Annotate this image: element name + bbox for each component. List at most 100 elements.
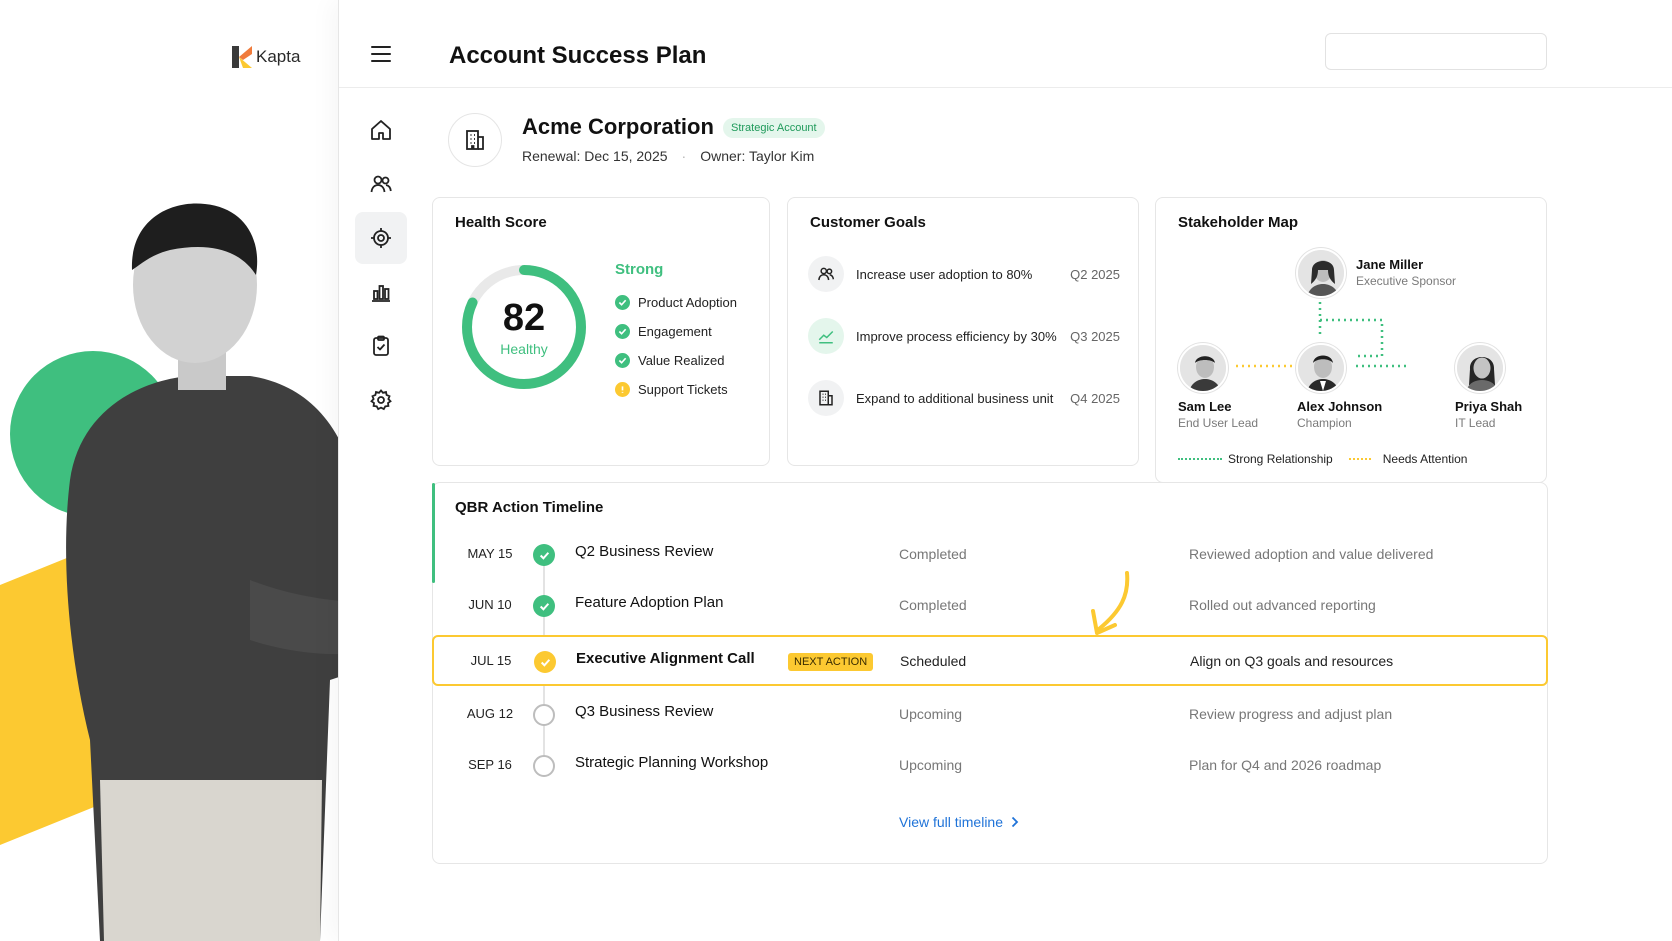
avatar[interactable] <box>1455 343 1505 393</box>
renewal-date: Renewal: Dec 15, 2025 <box>522 148 668 164</box>
timeline-row[interactable]: JUN 10 Feature Adoption Plan Completed R… <box>433 581 1547 632</box>
timeline-title: Feature Adoption Plan <box>575 594 724 611</box>
legend-strong-label: Strong Relationship <box>1228 452 1333 466</box>
stakeholder-name: Priya Shah <box>1455 399 1523 414</box>
timeline-note: Rolled out advanced reporting <box>1189 597 1376 613</box>
health-factors: Product Adoption Engagement Value Realiz… <box>615 288 737 404</box>
timeline-date: SEP 16 <box>468 757 512 772</box>
timeline-status: Scheduled <box>900 653 967 669</box>
page-title: Account Success Plan <box>449 42 707 69</box>
empty-circle-icon <box>533 755 555 777</box>
timeline-row[interactable]: MAY 15 Q2 Business Review Completed Revi… <box>433 530 1547 581</box>
goal-quarter: Q4 2025 <box>1070 390 1120 406</box>
goal-item[interactable]: Expand to additional business unit Q4 20… <box>808 378 1120 418</box>
check-circle-icon <box>615 295 630 310</box>
account-name: Acme Corporation <box>522 114 714 139</box>
goal-item[interactable]: Increase user adoption to 80% Q2 2025 <box>808 254 1120 294</box>
stakeholder-name: Alex Johnson <box>1297 399 1383 414</box>
relationship-lines <box>1236 302 1408 368</box>
nav-item-settings[interactable] <box>355 374 407 426</box>
goal-text: Increase user adoption to 80% <box>856 266 1033 282</box>
legend-attention-swatch <box>1348 458 1371 460</box>
brand-name: Kapta <box>256 47 301 66</box>
bar-chart-icon <box>372 285 390 302</box>
legend-strong-swatch <box>1178 458 1222 460</box>
timeline-row[interactable]: AUG 12 Q3 Business Review Upcoming Revie… <box>433 690 1547 741</box>
timeline-date: AUG 12 <box>466 706 514 721</box>
check-circle-icon <box>534 651 556 673</box>
check-circle-icon <box>615 324 630 339</box>
health-score-card: Health Score 82 Healthy Strong Product A… <box>432 197 770 466</box>
timeline-date: JUN 10 <box>468 597 512 612</box>
qbr-timeline-card: QBR Action Timeline MAY 15 Q2 Business R… <box>432 482 1548 864</box>
users-icon <box>808 256 844 292</box>
timeline-title: Q3 Business Review <box>575 703 714 720</box>
timeline-row-next-action[interactable]: JUL 15 Executive Alignment Call NEXT ACT… <box>432 635 1548 686</box>
brand-logo: Kapta <box>232 46 300 68</box>
card-title: Customer Goals <box>810 214 926 231</box>
stakeholder-name: Sam Lee <box>1178 399 1232 414</box>
relationship-legend: Strong Relationship Needs Attention <box>1178 452 1467 466</box>
timeline-title: Q2 Business Review <box>575 543 714 560</box>
nav-item-success-plans[interactable] <box>355 212 407 264</box>
kapta-logo-icon <box>232 46 252 68</box>
nav-item-users[interactable] <box>355 158 407 210</box>
avatar[interactable] <box>1178 343 1228 393</box>
avatar[interactable] <box>1296 343 1346 393</box>
health-factor: Value Realized <box>615 346 737 375</box>
timeline-row[interactable]: SEP 16 Strategic Planning Workshop Upcom… <box>433 741 1547 792</box>
account-meta: Renewal: Dec 15, 2025 · Owner: Taylor Ki… <box>522 148 814 164</box>
timeline-date: MAY 15 <box>467 546 513 561</box>
target-icon <box>371 228 391 248</box>
check-circle-icon <box>533 595 555 617</box>
account-owner: Owner: Taylor Kim <box>700 148 815 164</box>
clipboard-check-icon <box>373 335 389 356</box>
timeline-note: Review progress and adjust plan <box>1189 706 1393 722</box>
next-action-badge: NEXT ACTION <box>788 653 874 671</box>
timeline-note: Reviewed adoption and value delivered <box>1189 546 1434 562</box>
timeline-status: Upcoming <box>899 757 963 773</box>
arrow-annotation-icon <box>1091 571 1130 635</box>
health-factor-label: Product Adoption <box>638 295 738 310</box>
avatar[interactable] <box>1296 248 1346 298</box>
chevron-right-icon <box>1011 816 1019 828</box>
stakeholder-name: Jane Miller <box>1356 257 1424 272</box>
goal-quarter: Q2 2025 <box>1070 266 1120 282</box>
empty-circle-icon <box>533 704 555 726</box>
search-input[interactable] <box>1325 33 1547 70</box>
card-title: Stakeholder Map <box>1178 214 1299 231</box>
timeline-note: Plan for Q4 and 2026 roadmap <box>1189 757 1382 773</box>
health-score-label: Healthy <box>500 341 548 357</box>
timeline-date: JUL 15 <box>470 653 512 668</box>
timeline-note: Align on Q3 goals and resources <box>1190 653 1394 669</box>
account-avatar <box>448 113 502 167</box>
nav-item-tasks[interactable] <box>355 320 407 372</box>
timeline-title: Executive Alignment Call <box>576 650 755 667</box>
health-status: Strong <box>615 261 664 278</box>
stakeholder-role: Champion <box>1297 416 1352 430</box>
health-factor: Product Adoption <box>615 288 737 317</box>
view-full-timeline-link[interactable]: View full timeline <box>899 814 1019 830</box>
goal-item[interactable]: Improve process efficiency by 30% Q3 202… <box>808 316 1120 356</box>
health-gauge <box>462 265 586 389</box>
view-full-timeline-label: View full timeline <box>899 814 1004 830</box>
health-factor-label: Value Realized <box>638 353 725 368</box>
trend-up-icon <box>808 318 844 354</box>
stakeholder-role: Executive Sponsor <box>1356 274 1457 288</box>
menu-icon[interactable] <box>371 46 391 62</box>
warning-circle-icon <box>615 382 630 397</box>
timeline-status: Completed <box>899 546 967 562</box>
goal-quarter: Q3 2025 <box>1070 328 1120 344</box>
building-icon <box>466 130 484 150</box>
card-accent <box>432 483 435 583</box>
goal-text: Expand to additional business unit <box>856 390 1054 406</box>
goal-text: Improve process efficiency by 30% <box>856 328 1057 344</box>
health-factor-label: Engagement <box>638 324 712 339</box>
nav-item-home[interactable] <box>355 104 407 156</box>
timeline-status: Completed <box>899 597 967 613</box>
stakeholder-role: End User Lead <box>1178 416 1259 430</box>
nav-item-reports[interactable] <box>355 266 407 318</box>
health-factor-label: Support Tickets <box>638 382 728 397</box>
card-title: Health Score <box>455 214 547 231</box>
health-score-value: 82 <box>502 297 546 339</box>
